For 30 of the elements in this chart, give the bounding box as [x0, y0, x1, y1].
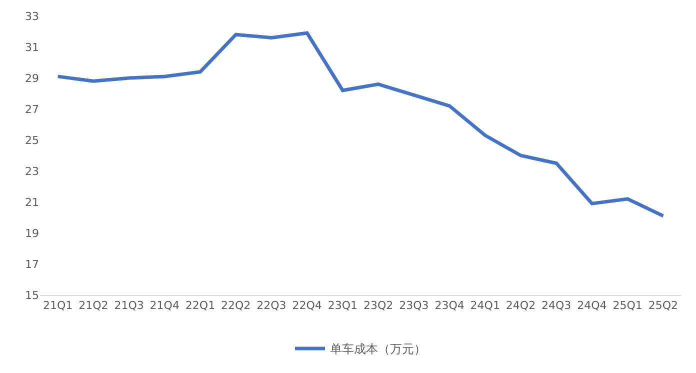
x-tick-label: 21Q4: [150, 299, 180, 312]
y-tick-label: 19: [25, 226, 39, 240]
y-tick-label: 29: [25, 72, 39, 85]
y-tick-label: 17: [25, 258, 39, 271]
x-tick-label: 22Q3: [256, 299, 286, 312]
y-tick-label: 33: [25, 10, 39, 23]
legend-label: 单车成本（万元）: [330, 342, 426, 356]
x-tick-label: 24Q3: [542, 299, 572, 312]
line-series: [56, 31, 665, 218]
x-tick-label: 21Q1: [42, 299, 73, 312]
x-tick-label: 23Q2: [363, 299, 394, 312]
x-tick-label: 21Q2: [78, 299, 108, 312]
x-tick-label: 21Q3: [114, 299, 144, 312]
y-tick-label: 25: [25, 134, 39, 147]
y-tick-label: 21: [25, 196, 39, 209]
x-tick-label: 24Q1: [470, 299, 500, 312]
x-tick-label: 23Q3: [399, 299, 429, 312]
x-tick-label: 24Q2: [506, 299, 536, 312]
x-tick-label: 22Q1: [185, 299, 216, 312]
y-tick-label: 27: [25, 102, 39, 116]
x-tick-label: 24Q4: [577, 299, 607, 312]
y-tick-label: 15: [25, 288, 39, 302]
y-tick-label: 23: [25, 164, 39, 178]
x-tick-label: 25Q1: [612, 299, 642, 312]
x-tick-label: 23Q4: [434, 299, 464, 312]
x-tick-label: 22Q4: [292, 299, 322, 312]
y-tick-label: 31: [25, 40, 39, 54]
x-tick-label: 23Q1: [328, 299, 358, 312]
x-tick-label: 25Q2: [648, 299, 678, 312]
x-tick-label: 22Q2: [221, 299, 251, 312]
